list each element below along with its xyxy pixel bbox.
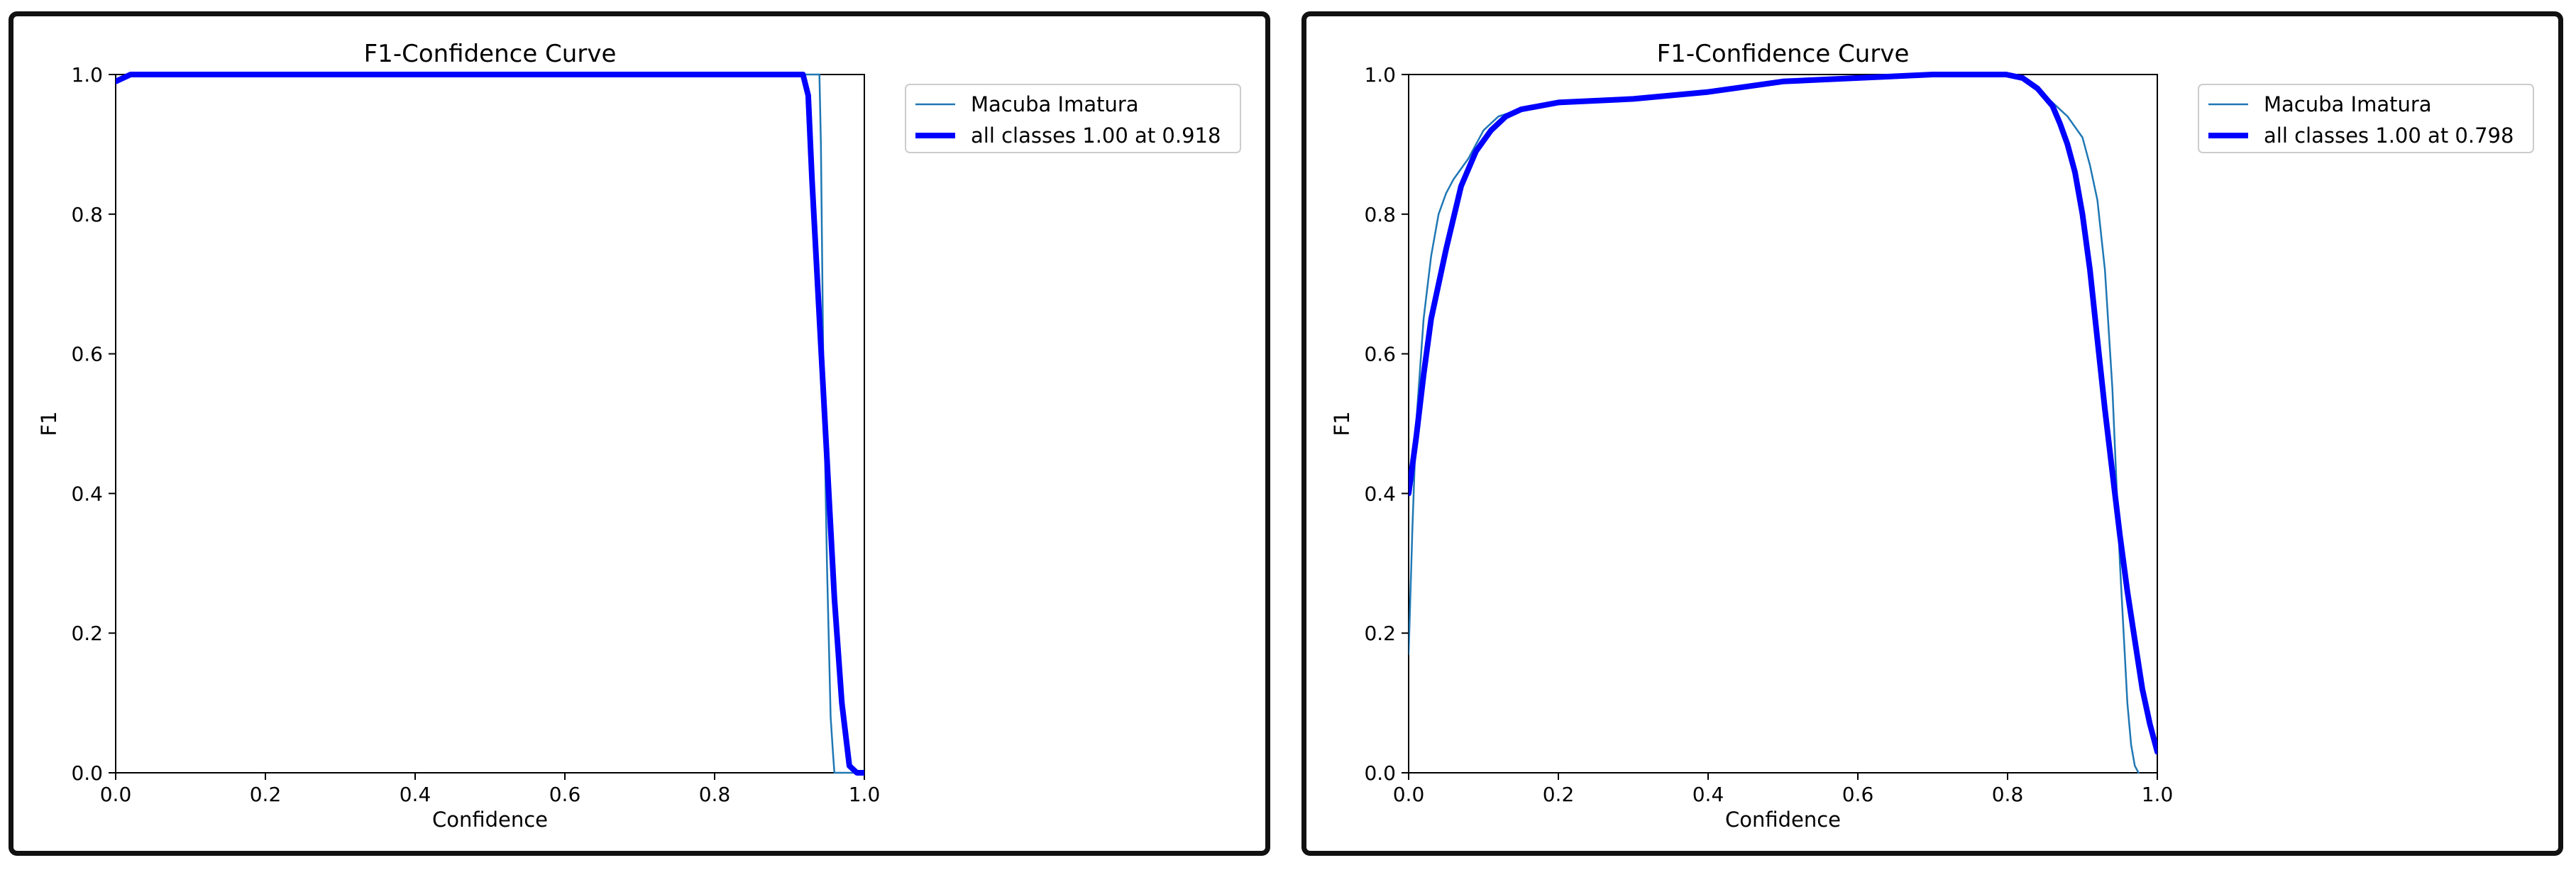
f1-confidence-chart-left: F1-Confidence Curve 0.0 0.2 0.4 0.6 0.8 1.0 0.0… <box>37 40 1241 832</box>
x-tick-label: 0.8 <box>699 783 731 806</box>
x-tick-label: 1.0 <box>2142 783 2174 806</box>
legend-entry-label: all classes 1.00 at 0.918 <box>971 123 1221 148</box>
y-tick-label: 1.0 <box>1364 63 1396 87</box>
chart-panel-left: F1-Confidence Curve 0.0 0.2 0.4 0.6 0.8 1.0 0.0… <box>9 11 1270 856</box>
plot-frame <box>115 74 865 773</box>
y-tick-label: 1.0 <box>71 63 103 87</box>
legend-entry-label: all classes 1.00 at 0.798 <box>2264 123 2514 148</box>
legend: Macuba Imatura all classes 1.00 at 0.918 <box>905 84 1241 153</box>
chart-title: F1-Confidence Curve <box>364 40 617 68</box>
plot-frame <box>1408 74 2158 773</box>
x-tick-label: 0.6 <box>549 783 581 806</box>
x-tick-label: 0.4 <box>1692 783 1724 806</box>
y-axis-label: F1 <box>1330 411 1354 436</box>
x-tick-label: 0.2 <box>1543 783 1575 806</box>
x-tick-label: 0.0 <box>1393 783 1425 806</box>
x-tick-label: 1.0 <box>849 783 881 806</box>
y-axis-label: F1 <box>37 411 61 436</box>
y-tick-label: 0.8 <box>1364 203 1396 226</box>
series-line-0 <box>1409 73 2140 774</box>
chart-title: F1-Confidence Curve <box>1657 40 1910 68</box>
x-tick-label: 0.6 <box>1842 783 1874 806</box>
x-tick-label: 0.2 <box>250 783 282 806</box>
y-tick-label: 0.8 <box>71 203 103 226</box>
series-line-0 <box>116 73 864 774</box>
y-tick-label: 0.2 <box>1364 622 1396 645</box>
y-tick-label: 0.6 <box>1364 343 1396 366</box>
legend-box <box>2198 84 2534 153</box>
series-line-1 <box>116 72 864 776</box>
x-tick-label: 0.0 <box>100 783 132 806</box>
series-line-1 <box>1409 72 2157 755</box>
y-tick-label: 0.6 <box>71 343 103 366</box>
y-tick-label: 0.4 <box>1364 482 1396 505</box>
legend: Macuba Imatura all classes 1.00 at 0.798 <box>2198 84 2534 153</box>
legend-entry-label: Macuba Imatura <box>971 92 1139 116</box>
x-axis-label: Confidence <box>432 808 548 832</box>
f1-confidence-chart-right: F1-Confidence Curve 0.0 0.2 0.4 0.6 0.8 1.0 0.0… <box>1330 40 2534 832</box>
y-tick-label: 0.0 <box>71 761 103 785</box>
x-axis-label: Confidence <box>1725 808 1841 832</box>
y-tick-label: 0.4 <box>71 482 103 505</box>
y-tick-label: 0.0 <box>1364 761 1396 785</box>
x-tick-label: 0.4 <box>400 783 431 806</box>
chart-panel-right: F1-Confidence Curve 0.0 0.2 0.4 0.6 0.8 1.0 0.0… <box>1301 11 2563 856</box>
legend-box <box>905 84 1241 153</box>
y-tick-label: 0.2 <box>71 622 103 645</box>
x-tick-label: 0.8 <box>1992 783 2024 806</box>
legend-entry-label: Macuba Imatura <box>2264 92 2432 116</box>
